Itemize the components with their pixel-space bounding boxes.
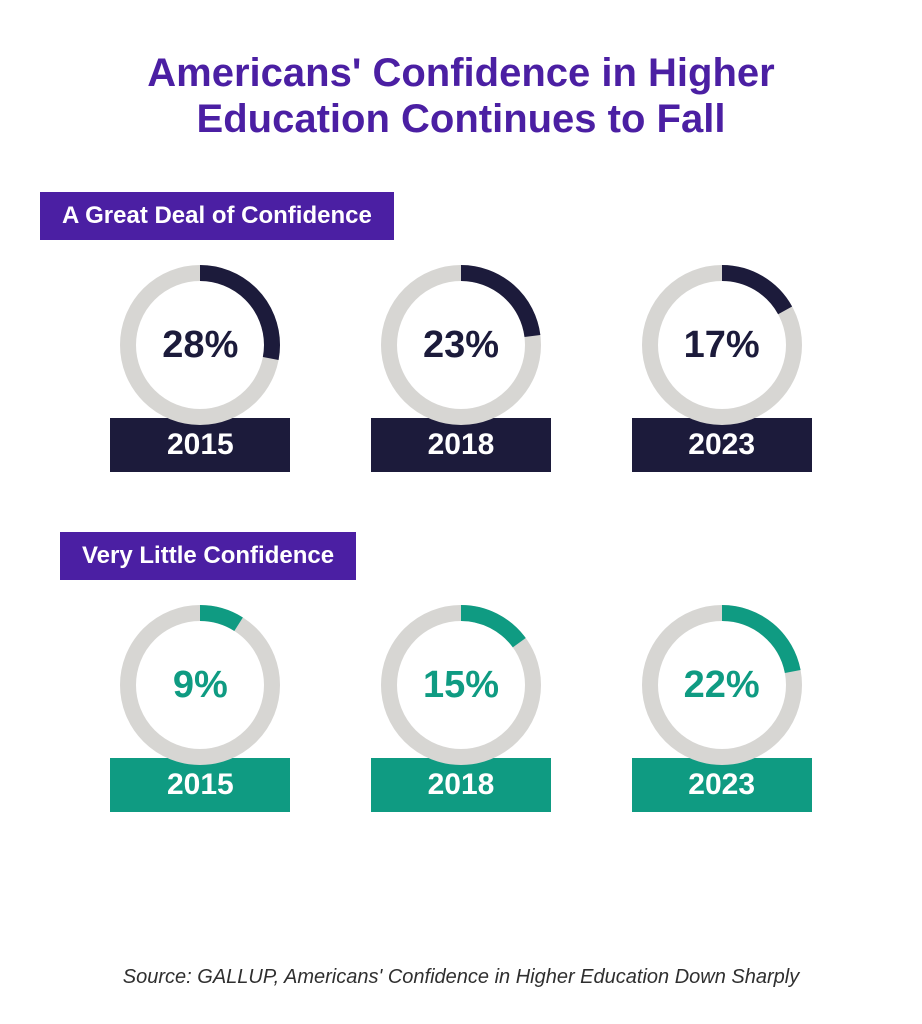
page-title: Americans' Confidence in Higher Educatio… <box>81 50 841 142</box>
donut-chart: 17% <box>637 260 807 430</box>
donut-row-0: 28%201523%201817%2023 <box>40 260 882 472</box>
donut-0-1: 23%2018 <box>351 260 571 472</box>
donut-chart: 23% <box>376 260 546 430</box>
section-label-0: A Great Deal of Confidence <box>40 192 394 240</box>
donut-percent-label: 9% <box>115 600 285 770</box>
donut-chart: 9% <box>115 600 285 770</box>
donut-chart: 28% <box>115 260 285 430</box>
source-citation: Source: GALLUP, Americans' Confidence in… <box>0 966 922 989</box>
donut-chart: 22% <box>637 600 807 770</box>
donut-percent-label: 15% <box>376 600 546 770</box>
donut-percent-label: 28% <box>115 260 285 430</box>
donut-percent-label: 22% <box>637 600 807 770</box>
donut-1-1: 15%2018 <box>351 600 571 812</box>
donut-1-0: 9%2015 <box>90 600 310 812</box>
section-0: A Great Deal of Confidence 28%201523%2018… <box>40 192 882 472</box>
donut-row-1: 9%201515%201822%2023 <box>40 600 882 812</box>
section-label-1: Very Little Confidence <box>60 532 356 580</box>
donut-percent-label: 23% <box>376 260 546 430</box>
donut-0-2: 17%2023 <box>612 260 832 472</box>
section-1: Very Little Confidence 9%201515%201822%20… <box>40 532 882 812</box>
donut-chart: 15% <box>376 600 546 770</box>
donut-1-2: 22%2023 <box>612 600 832 812</box>
donut-percent-label: 17% <box>637 260 807 430</box>
donut-0-0: 28%2015 <box>90 260 310 472</box>
